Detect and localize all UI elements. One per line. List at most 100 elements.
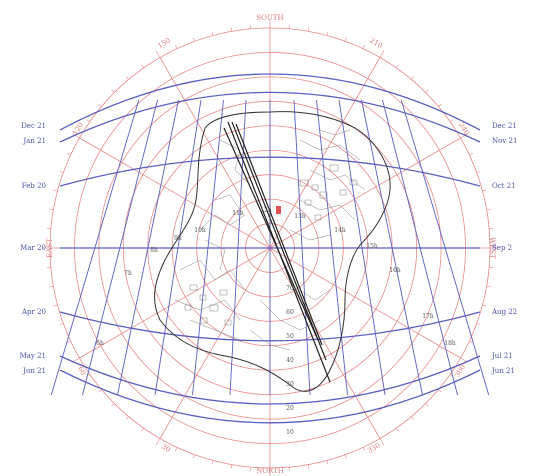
azimuth-tick	[141, 428, 145, 432]
date-label-right: Nov 21	[492, 137, 517, 145]
azimuth-tick	[193, 454, 196, 459]
hour-line	[50, 99, 140, 396]
azimuth-tick	[98, 389, 102, 393]
hour-label: 16h	[389, 267, 401, 274]
sun-path-line	[59, 91, 481, 143]
azimuth-tick	[476, 171, 481, 174]
azimuth-line	[79, 247, 271, 359]
hour-label: 14h	[334, 227, 346, 234]
hour-label: 7h	[124, 270, 132, 277]
azimuth-tick	[460, 133, 468, 139]
azimuth-tick	[125, 416, 129, 420]
date-label-right: Jun 21	[491, 367, 515, 375]
azimuth-tick	[438, 389, 442, 393]
azimuth-label: 60	[76, 365, 87, 377]
altitude-label: 50	[286, 333, 294, 340]
azimuth-tick	[155, 50, 161, 58]
azimuth-tick	[438, 103, 442, 107]
date-label-left: Apr 20	[21, 308, 46, 316]
azimuth-tick	[379, 50, 385, 58]
hour-label: 11h	[232, 210, 244, 217]
azimuth-line	[269, 137, 461, 249]
azimuth-tick	[425, 89, 429, 93]
azimuth-tick	[72, 357, 80, 363]
hour-line	[192, 99, 224, 396]
hour-label: 8h	[150, 247, 158, 254]
azimuth-line	[269, 57, 381, 249]
azimuth-tick	[450, 119, 454, 123]
altitude-label: 40	[286, 357, 294, 364]
azimuth-line	[79, 137, 271, 249]
date-label-left: May 21	[20, 352, 46, 360]
azimuth-label: 330	[366, 441, 382, 455]
site-marker	[276, 206, 281, 214]
azimuth-tick	[155, 438, 161, 446]
azimuth-tick	[469, 340, 474, 343]
site-boundary	[154, 111, 391, 392]
azimuth-tick	[193, 37, 196, 42]
azimuth-tick	[230, 464, 233, 469]
azimuth-tick	[425, 403, 429, 407]
azimuth-tick	[411, 416, 415, 420]
azimuth-tick	[59, 171, 64, 174]
azimuth-tick	[326, 31, 329, 36]
azimuth-tick	[125, 76, 129, 80]
azimuth-tick	[230, 27, 233, 32]
date-label-right: Dec 21	[492, 122, 517, 130]
azimuth-tick	[98, 103, 102, 107]
hour-line	[117, 99, 179, 396]
azimuth-tick	[344, 37, 347, 42]
date-label-left: Mar 20	[20, 244, 46, 252]
azimuth-tick	[49, 208, 54, 211]
azimuth-tick	[482, 304, 487, 307]
azimuth-tick	[53, 189, 58, 192]
date-label-right: Jul 21	[491, 352, 513, 360]
altitude-label: 70	[286, 285, 294, 292]
hour-line	[382, 99, 458, 396]
azimuth-label: 210	[368, 36, 384, 50]
azimuth-tick	[307, 464, 310, 469]
compass-south: SOUTH	[256, 14, 283, 22]
hour-label: 12h	[260, 207, 272, 214]
azimuth-tick	[395, 64, 399, 68]
hour-line	[361, 99, 423, 396]
hour-label: 10h	[194, 227, 206, 234]
site-map-overlay	[154, 111, 391, 392]
azimuth-tick	[482, 189, 487, 192]
hour-line	[316, 99, 348, 396]
azimuth-tick	[211, 31, 214, 36]
azimuth-line	[269, 247, 381, 439]
date-label-left: Jun 21	[22, 367, 46, 375]
hour-label: 9h	[174, 235, 182, 242]
azimuth-tick	[66, 340, 71, 343]
azimuth-tick	[460, 357, 468, 363]
date-label-right: Sep 2	[492, 244, 512, 252]
hour-line	[400, 99, 490, 396]
azimuth-line	[269, 247, 461, 359]
compass-west: WEST	[488, 237, 496, 259]
hour-label: 17h	[422, 313, 434, 320]
altitude-label: 10	[286, 429, 294, 436]
altitude-label: 30	[286, 381, 294, 388]
azimuth-tick	[307, 27, 310, 32]
azimuth-tick	[344, 454, 347, 459]
building-blocks	[184, 164, 358, 326]
sun-path-curves	[50, 73, 490, 424]
compass-east: EAST	[46, 238, 54, 258]
hour-label: 13h	[294, 213, 306, 220]
altitude-label: 20	[286, 405, 294, 412]
azimuth-tick	[141, 64, 145, 68]
hour-line	[338, 99, 386, 396]
altitude-label: 60	[286, 309, 294, 316]
azimuth-tick	[111, 89, 115, 93]
date-label-right: Aug 22	[491, 308, 517, 316]
azimuth-tick	[49, 285, 54, 288]
hour-line	[154, 99, 202, 396]
hour-label: 18h	[444, 340, 456, 347]
azimuth-line	[159, 57, 271, 249]
azimuth-tick	[476, 322, 481, 325]
azimuth-tick	[411, 76, 415, 80]
